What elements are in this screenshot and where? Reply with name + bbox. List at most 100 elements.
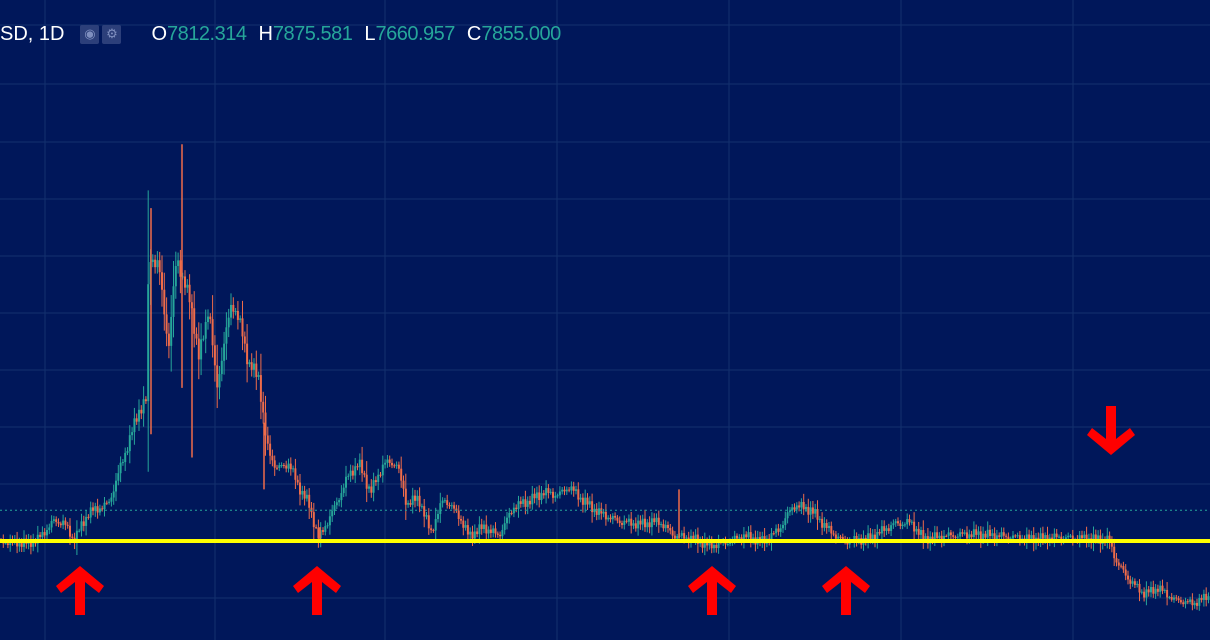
candle-body — [55, 519, 58, 522]
candle-body — [575, 489, 577, 491]
candle-body — [147, 284, 150, 402]
candle-body — [85, 516, 88, 526]
candle-body — [112, 491, 115, 498]
candle-body — [793, 507, 796, 510]
candle-body — [64, 520, 67, 525]
candle-body — [673, 535, 676, 539]
candle-body — [549, 491, 552, 493]
candle-body — [294, 468, 297, 480]
candle-body — [782, 525, 784, 529]
candle-body — [591, 501, 594, 513]
candle-body — [1147, 589, 1150, 593]
candle-body — [887, 528, 890, 531]
candle-body — [400, 468, 403, 481]
eye-icon[interactable]: ◉ — [80, 24, 100, 44]
candle-body — [4, 543, 7, 545]
candle-body — [282, 464, 285, 466]
candle-body — [1127, 575, 1129, 580]
candle-body — [138, 409, 140, 422]
candle-body — [1136, 583, 1139, 585]
candle-body — [483, 524, 485, 530]
candle-body — [324, 526, 327, 532]
candle-body — [464, 525, 467, 528]
candle-body — [501, 529, 504, 537]
candle-body — [1198, 598, 1201, 606]
candle-body — [653, 518, 656, 523]
candle-body — [338, 500, 341, 503]
candle-body — [883, 526, 886, 531]
candle-body — [943, 535, 945, 541]
candle-body — [1014, 535, 1017, 537]
gear-icon[interactable]: ⚙ — [102, 24, 122, 44]
candle-body — [361, 459, 364, 474]
candle-body — [979, 531, 982, 540]
candle-body — [331, 511, 334, 517]
candle-body — [441, 500, 444, 504]
candle-body — [664, 524, 667, 529]
candle-body — [701, 540, 704, 548]
low-label: L — [364, 22, 376, 45]
candle-body — [917, 528, 920, 535]
candle-body — [949, 532, 952, 536]
candle-body — [878, 531, 881, 534]
candle-body — [207, 316, 209, 323]
candle-body — [524, 499, 527, 507]
candle-body — [80, 521, 83, 531]
candle-body — [411, 495, 414, 505]
candle-body — [167, 333, 170, 346]
candle-body — [1039, 533, 1042, 542]
candle-body — [409, 502, 412, 505]
candle-body — [579, 497, 582, 500]
candle-body — [121, 462, 124, 464]
candle-body — [450, 505, 453, 507]
candle-body — [830, 525, 833, 534]
candle-body — [315, 527, 318, 529]
candle-body — [276, 467, 278, 469]
candle-body — [972, 529, 975, 538]
candle-body — [874, 534, 876, 541]
candle-body — [602, 511, 605, 514]
candle-body — [1113, 546, 1116, 559]
candle-body — [460, 518, 462, 521]
candle-body — [326, 525, 329, 527]
candle-body — [531, 493, 534, 505]
candle-body — [611, 515, 614, 520]
candle-body — [1110, 541, 1113, 547]
candle-body — [733, 535, 736, 540]
candle-body — [144, 399, 147, 402]
candle-body — [660, 524, 663, 526]
candle-body — [1007, 536, 1010, 540]
candle-body — [257, 375, 260, 377]
candle-body — [377, 474, 380, 483]
candle-body — [453, 505, 456, 509]
candle-body — [547, 488, 550, 493]
candle-body — [170, 316, 173, 346]
candle-body — [607, 517, 610, 520]
candle-body — [381, 464, 384, 476]
candle-body — [800, 501, 803, 508]
candle-body — [1179, 600, 1182, 603]
candle-body — [938, 535, 941, 539]
candle-body — [476, 531, 479, 535]
candle-body — [200, 339, 203, 360]
candle-body — [867, 533, 870, 541]
candle-body — [522, 499, 525, 504]
candle-body — [667, 524, 669, 529]
candle-body — [1018, 535, 1021, 541]
candle-body — [529, 500, 531, 505]
candle-body — [466, 525, 469, 535]
candle-body — [966, 532, 968, 539]
candle-body — [814, 509, 817, 514]
candle-body — [581, 497, 584, 505]
candle-body — [358, 459, 361, 468]
candle-body — [349, 470, 352, 476]
candle-body — [266, 435, 269, 444]
ohlc-legend: SD, 1D ◉ ⚙ O 7812.314 H 7875.581 L 7660.… — [0, 21, 561, 47]
candle-body — [455, 508, 458, 511]
candle-body — [802, 501, 805, 510]
candle-body — [273, 460, 276, 468]
candle-body — [161, 272, 163, 290]
candle-body — [418, 495, 421, 507]
